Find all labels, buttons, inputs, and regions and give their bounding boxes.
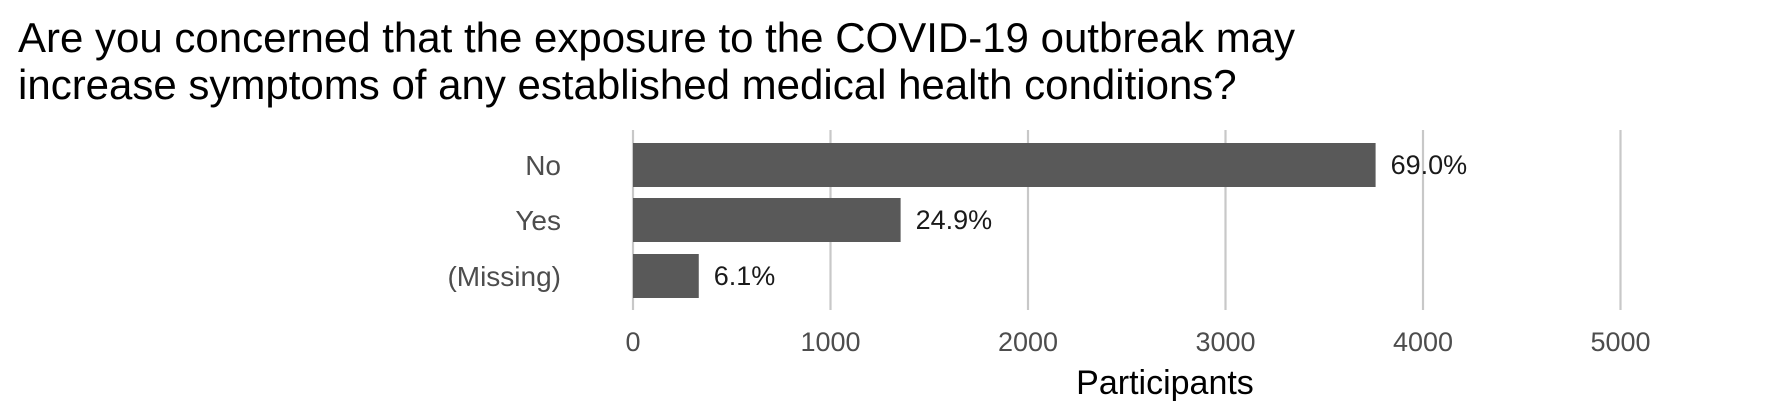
x-axis-title: Participants xyxy=(1076,364,1254,402)
data-label-no: 69.0% xyxy=(1391,150,1468,180)
chart-title-line-2: increase symptoms of any established med… xyxy=(18,61,1237,108)
category-label-missing: (Missing) xyxy=(447,261,561,292)
category-label-no: No xyxy=(525,150,561,181)
labels: 0 1000 2000 3000 4000 5000 No 69.0% Yes 24.9% (Mis… xyxy=(447,150,1650,357)
data-label-yes: 24.9% xyxy=(916,205,993,235)
bars xyxy=(633,143,1376,298)
bar-no xyxy=(633,143,1376,187)
x-tick-label-5000: 5000 xyxy=(1590,327,1650,357)
x-tick-label-0: 0 xyxy=(625,327,640,357)
bar-yes xyxy=(633,198,901,242)
data-label-missing: 6.1% xyxy=(714,261,776,291)
category-label-yes: Yes xyxy=(515,205,561,236)
x-tick-label-4000: 4000 xyxy=(1393,327,1453,357)
x-tick-label-3000: 3000 xyxy=(1195,327,1255,357)
bar-missing xyxy=(633,254,699,298)
chart-title: Are you concerned that the exposure to t… xyxy=(18,14,1295,108)
x-tick-label-2000: 2000 xyxy=(998,327,1058,357)
chart-title-line-1: Are you concerned that the exposure to t… xyxy=(18,14,1296,61)
x-tick-label-1000: 1000 xyxy=(800,327,860,357)
